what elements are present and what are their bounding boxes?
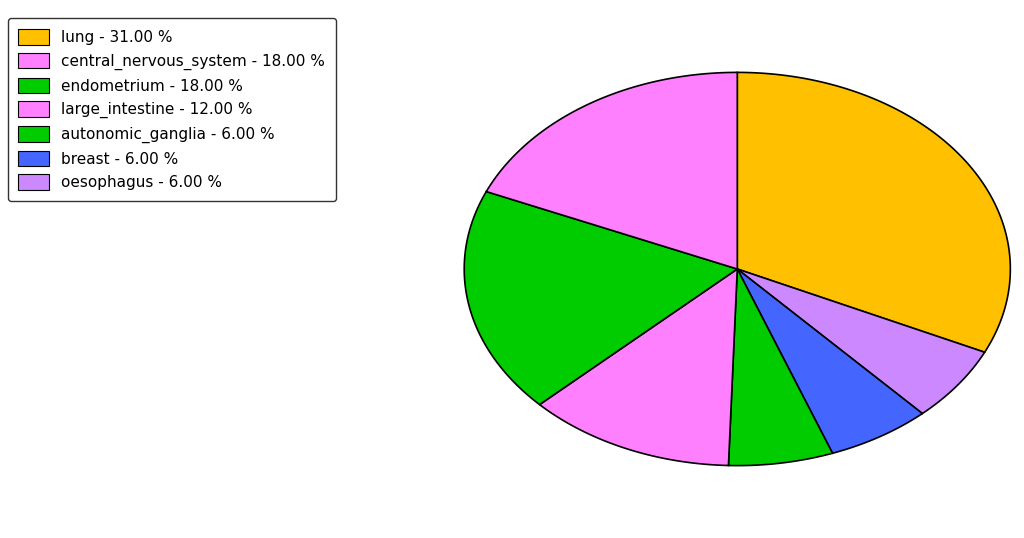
Polygon shape [737, 269, 923, 453]
Polygon shape [540, 269, 737, 465]
Legend: lung - 31.00 %, central_nervous_system - 18.00 %, endometrium - 18.00 %, large_i: lung - 31.00 %, central_nervous_system -… [7, 18, 336, 201]
Polygon shape [728, 269, 833, 465]
Polygon shape [464, 192, 737, 405]
Polygon shape [737, 269, 985, 414]
Polygon shape [486, 73, 737, 269]
Polygon shape [737, 73, 1011, 352]
